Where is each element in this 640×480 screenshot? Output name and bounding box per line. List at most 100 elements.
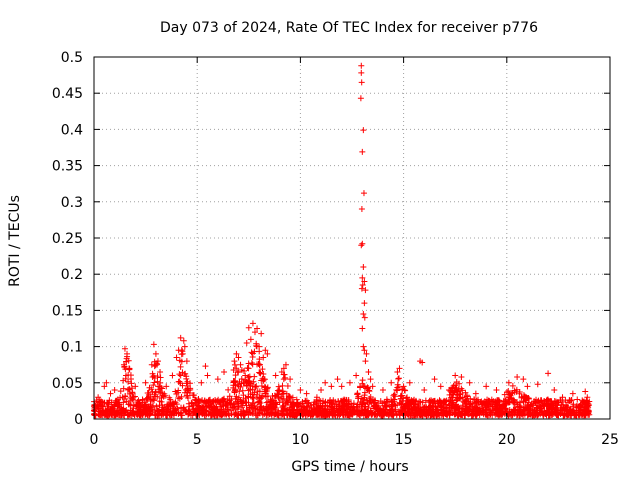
data-point bbox=[256, 398, 263, 405]
data-point bbox=[369, 383, 376, 390]
data-point bbox=[178, 404, 185, 411]
data-point bbox=[247, 380, 254, 387]
data-point bbox=[452, 382, 459, 389]
data-point bbox=[287, 410, 294, 417]
data-point bbox=[474, 408, 481, 415]
data-point bbox=[235, 368, 242, 375]
data-point bbox=[207, 409, 214, 416]
data-point bbox=[233, 350, 240, 357]
data-point bbox=[239, 387, 246, 394]
data-point bbox=[156, 409, 163, 416]
data-point bbox=[126, 401, 133, 408]
data-point bbox=[359, 274, 366, 281]
data-point bbox=[396, 365, 403, 372]
data-point bbox=[235, 354, 242, 361]
data-point bbox=[231, 389, 238, 396]
data-point bbox=[245, 324, 252, 331]
data-point bbox=[237, 408, 244, 415]
data-point bbox=[361, 278, 368, 285]
data-point bbox=[256, 348, 263, 355]
data-point bbox=[454, 395, 461, 402]
data-point bbox=[196, 403, 203, 410]
data-point bbox=[93, 397, 100, 404]
data-point bbox=[368, 409, 375, 416]
data-point bbox=[373, 402, 380, 409]
data-point bbox=[379, 387, 386, 394]
data-point bbox=[361, 347, 368, 354]
data-point bbox=[254, 388, 261, 395]
data-point bbox=[256, 369, 263, 376]
data-point bbox=[250, 399, 257, 406]
data-point bbox=[506, 399, 513, 406]
data-point bbox=[245, 387, 252, 394]
axis-ticks: 0 0.05 0.1 0.15 0.2 0.25 0.3 0.35 0.4 0.45 0.5 0 5 10… bbox=[52, 50, 619, 448]
data-point bbox=[259, 393, 266, 400]
data-point bbox=[514, 374, 521, 381]
data-point bbox=[217, 401, 224, 408]
data-point bbox=[499, 409, 506, 416]
data-point bbox=[176, 371, 183, 378]
data-point bbox=[566, 398, 573, 405]
data-point bbox=[523, 394, 530, 401]
data-point bbox=[447, 396, 454, 403]
data-point bbox=[339, 402, 346, 409]
data-point bbox=[145, 404, 152, 411]
data-point bbox=[251, 402, 258, 409]
data-point bbox=[388, 379, 395, 386]
data-point bbox=[169, 372, 176, 379]
data-point bbox=[190, 392, 197, 399]
data-point bbox=[273, 399, 280, 406]
data-point bbox=[458, 385, 465, 392]
data-point bbox=[388, 397, 395, 404]
data-point bbox=[198, 379, 205, 386]
data-point bbox=[458, 411, 465, 418]
data-point bbox=[247, 336, 254, 343]
data-point bbox=[487, 408, 494, 415]
data-point bbox=[150, 382, 157, 389]
data-point bbox=[425, 399, 432, 406]
data-point bbox=[166, 411, 173, 418]
data-point bbox=[517, 409, 524, 416]
data-point bbox=[354, 391, 361, 398]
data-point bbox=[363, 350, 370, 357]
data-point bbox=[256, 409, 263, 416]
data-point bbox=[114, 396, 121, 403]
data-point bbox=[345, 411, 352, 418]
y-tick-label: 0.35 bbox=[52, 159, 83, 175]
data-point bbox=[303, 390, 310, 397]
data-point bbox=[397, 395, 404, 402]
data-point bbox=[165, 408, 172, 415]
data-point bbox=[172, 406, 179, 413]
data-point bbox=[128, 412, 135, 419]
data-point bbox=[529, 402, 536, 409]
data-point bbox=[349, 408, 356, 415]
data-point bbox=[304, 407, 311, 414]
data-point bbox=[243, 383, 250, 390]
data-point bbox=[300, 411, 307, 418]
data-point bbox=[242, 376, 249, 383]
data-point bbox=[154, 373, 161, 380]
data-point bbox=[260, 354, 267, 361]
y-tick-label: 0 bbox=[74, 412, 83, 428]
data-point bbox=[403, 400, 410, 407]
data-point bbox=[177, 363, 184, 370]
data-point bbox=[246, 386, 253, 393]
data-point bbox=[239, 402, 246, 409]
data-point bbox=[516, 388, 523, 395]
data-point bbox=[505, 388, 512, 395]
data-point bbox=[176, 395, 183, 402]
data-point bbox=[260, 370, 267, 377]
data-point bbox=[303, 397, 310, 404]
data-point bbox=[253, 342, 260, 349]
data-point bbox=[364, 384, 371, 391]
data-point bbox=[358, 410, 365, 417]
data-point bbox=[192, 407, 199, 414]
data-point bbox=[230, 367, 237, 373]
data-point bbox=[219, 411, 226, 418]
data-point bbox=[366, 401, 373, 408]
data-point bbox=[358, 69, 365, 76]
data-point bbox=[125, 386, 132, 393]
data-point bbox=[427, 402, 434, 409]
data-point bbox=[179, 348, 186, 355]
x-tick-label: 10 bbox=[291, 432, 309, 448]
